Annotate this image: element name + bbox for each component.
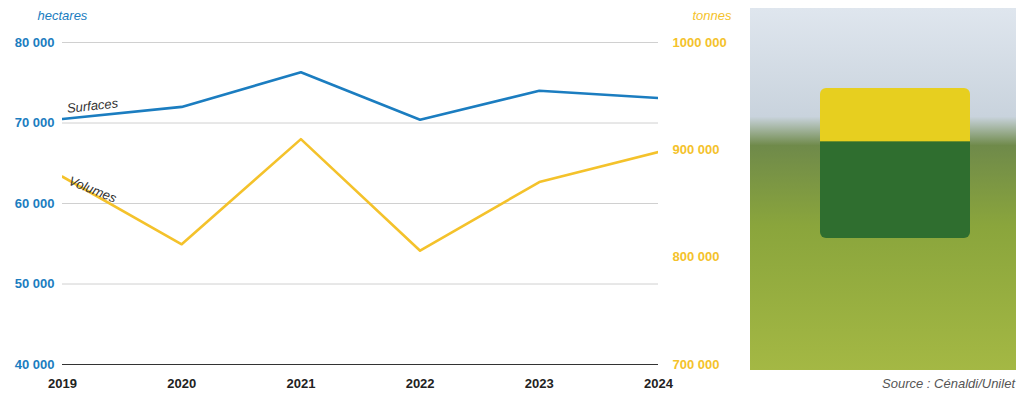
- svg-text:Surfaces: Surfaces: [66, 95, 119, 115]
- svg-text:2024: 2024: [644, 376, 674, 391]
- svg-text:800 000: 800 000: [673, 249, 720, 264]
- svg-text:2022: 2022: [406, 376, 435, 391]
- html-text:Source : Cénaldi/Unilet: Source : Cénaldi/Unilet: [882, 376, 1015, 391]
- svg-text:70 000: 70 000: [15, 115, 55, 130]
- svg-text:900 000: 900 000: [673, 142, 720, 157]
- svg-text:80 000: 80 000: [15, 35, 55, 50]
- svg-text:2023: 2023: [525, 376, 554, 391]
- svg-text:tonnes: tonnes: [693, 8, 733, 23]
- svg-text:2019: 2019: [48, 376, 77, 391]
- svg-text:50 000: 50 000: [15, 276, 55, 291]
- svg-text:2021: 2021: [286, 376, 315, 391]
- svg-text:700 000: 700 000: [673, 357, 720, 372]
- svg-text:2020: 2020: [167, 376, 196, 391]
- svg-text:1000 000: 1000 000: [673, 35, 727, 50]
- svg-text:Volumes: Volumes: [67, 173, 120, 206]
- svg-text:60 000: 60 000: [15, 196, 55, 211]
- svg-text:hectares: hectares: [38, 8, 88, 23]
- svg-text:40 000: 40 000: [15, 357, 55, 372]
